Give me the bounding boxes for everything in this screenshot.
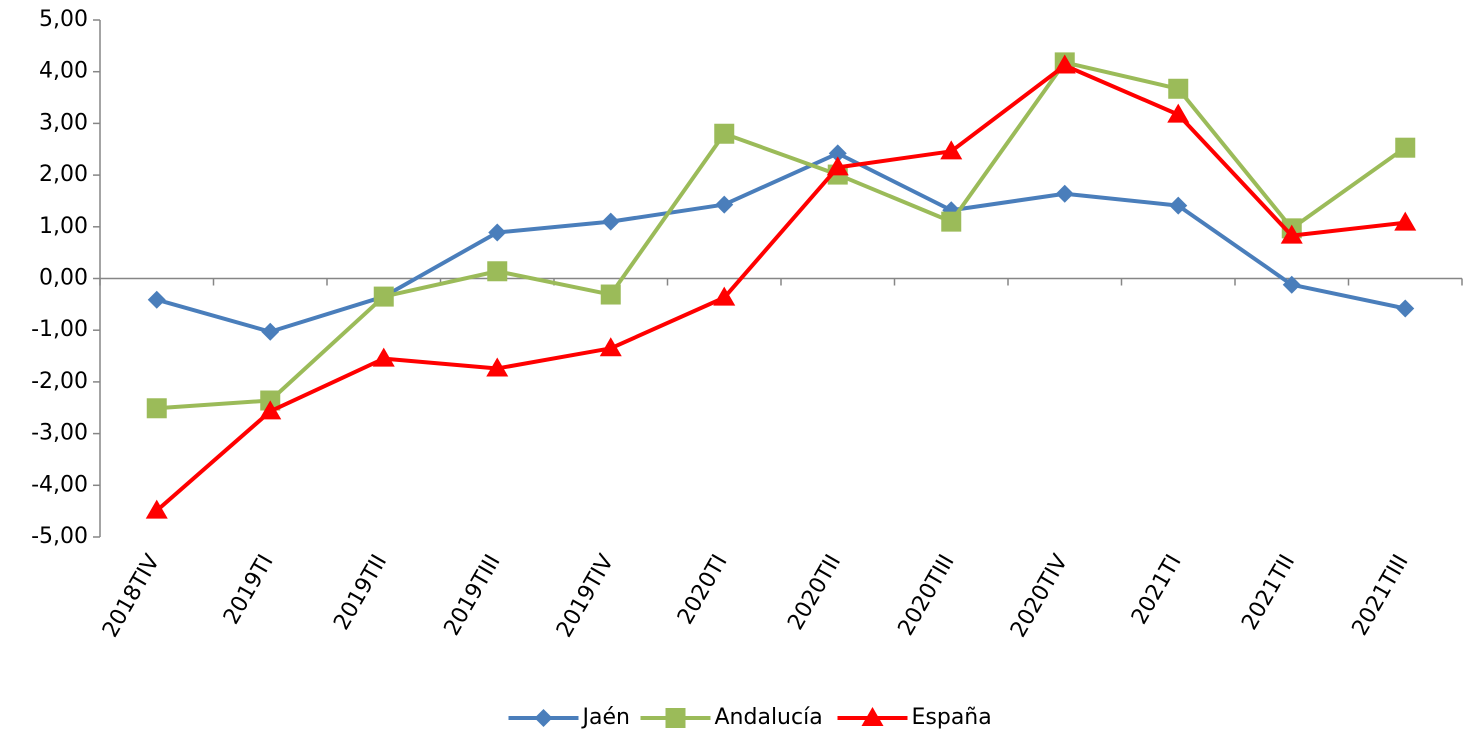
marker <box>488 223 507 242</box>
y-tick-label: -3,00 <box>31 421 88 446</box>
marker <box>1168 78 1189 99</box>
series-line <box>156 151 1406 334</box>
y-tick-label: -4,00 <box>31 472 88 497</box>
marker <box>1280 224 1303 244</box>
marker <box>1395 137 1416 158</box>
y-tick-label: 4,00 <box>39 59 88 84</box>
marker <box>487 261 508 282</box>
x-tick-label: 2020TII <box>783 551 846 635</box>
series-line <box>156 60 1407 411</box>
x-tick-label: 2019TII <box>329 551 392 635</box>
marker <box>1055 184 1074 203</box>
y-tick-label: -5,00 <box>31 524 88 549</box>
marker <box>1053 54 1076 74</box>
y-tick-label: 0,00 <box>39 266 88 291</box>
legend-marker <box>861 707 884 726</box>
marker <box>486 357 509 377</box>
legend-marker <box>665 708 686 728</box>
marker <box>1282 275 1301 294</box>
legend-item: Andalucía <box>640 705 823 730</box>
y-tick-label: 3,00 <box>39 110 88 135</box>
x-tick-label: 2020TIV <box>1006 551 1073 642</box>
marker <box>1167 103 1190 123</box>
x-tick-label: 2019TIII <box>440 551 506 640</box>
marker <box>146 398 167 419</box>
marker <box>261 322 280 341</box>
marker <box>599 337 622 357</box>
marker <box>145 499 168 519</box>
x-tick-label: 2019TIV <box>552 551 619 642</box>
marker <box>828 144 847 163</box>
marker <box>601 212 620 231</box>
marker <box>259 400 282 420</box>
marker <box>713 286 736 306</box>
marker <box>715 195 734 214</box>
marker <box>940 140 963 160</box>
marker <box>714 123 735 144</box>
y-tick-label: 1,00 <box>39 214 88 239</box>
y-tick-label: -1,00 <box>31 317 88 342</box>
x-tick-label: 2021TIII <box>1348 551 1414 640</box>
y-tick-label: 2,00 <box>39 162 88 187</box>
legend-item: España <box>837 705 992 730</box>
marker <box>1169 196 1188 215</box>
y-tick-label: 5,00 <box>39 7 88 32</box>
legend-marker <box>534 709 553 727</box>
marker <box>1394 211 1417 231</box>
x-tick-label: 2020TIII <box>894 551 960 640</box>
legend-label: Andalucía <box>715 705 823 730</box>
marker <box>372 347 395 367</box>
legend-label: Jaén <box>581 705 630 730</box>
y-tick-label: -2,00 <box>31 369 88 394</box>
marker <box>373 286 394 307</box>
legend-label: España <box>912 705 992 730</box>
x-tick-label: 2019TI <box>219 551 279 629</box>
x-tick-label: 2021TI <box>1127 551 1187 629</box>
marker <box>826 156 849 176</box>
series-line <box>155 63 1406 513</box>
x-tick-label: 2021TII <box>1237 551 1300 635</box>
marker <box>1396 299 1415 318</box>
x-tick-label: 2018TIV <box>98 551 165 642</box>
marker <box>941 211 962 232</box>
marker <box>147 290 166 309</box>
legend-item: Jaén <box>508 705 630 730</box>
marker <box>600 284 621 305</box>
x-tick-label: 2020TI <box>673 551 733 629</box>
